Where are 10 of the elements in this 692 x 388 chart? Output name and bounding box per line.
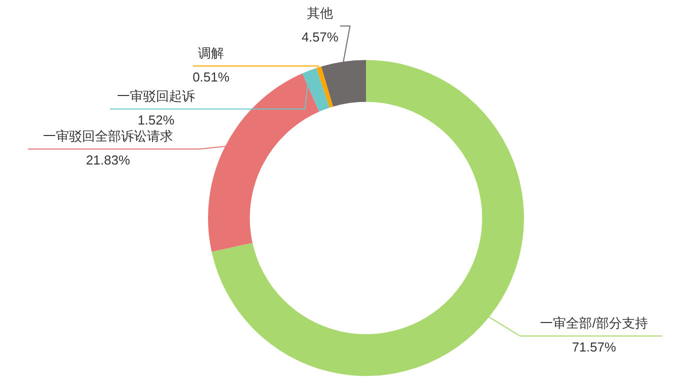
data-label: 71.57% — [572, 340, 616, 355]
slice-label: 一审驳回全部诉讼请求 — [43, 128, 173, 144]
slice-label: 一审全部/部分支持 — [540, 316, 648, 331]
data-label: 0.51% — [192, 70, 230, 85]
slice-label: 其他 — [307, 6, 333, 21]
slice-label: 一审驳回起诉 — [117, 88, 195, 104]
data-label: 4.57% — [302, 30, 339, 45]
data-label: 21.83% — [86, 152, 130, 168]
data-label: 1.52% — [138, 112, 175, 128]
slice-label: 调解 — [198, 46, 224, 61]
